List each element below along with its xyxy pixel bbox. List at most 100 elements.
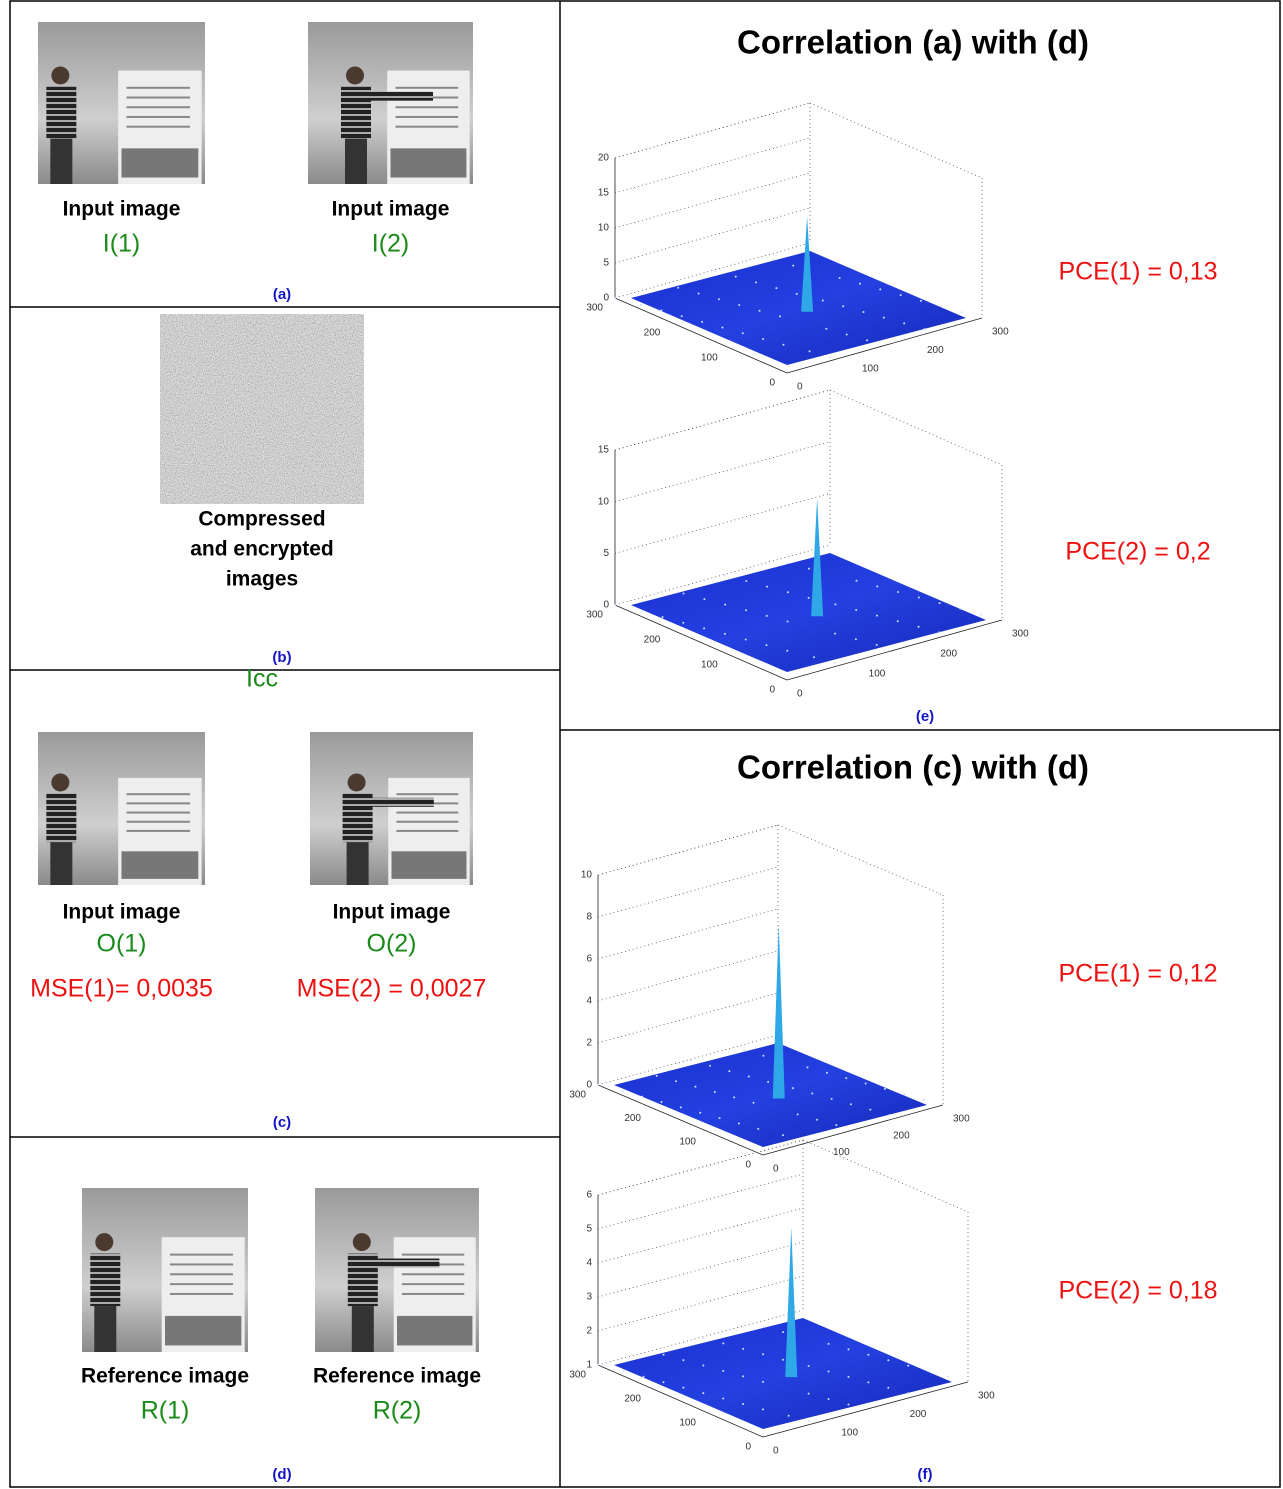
- y-tick-label: 0: [745, 1442, 751, 1453]
- surface-speck: [864, 1082, 867, 1085]
- poster-line: [169, 1283, 234, 1286]
- image-label: R(1): [141, 1397, 190, 1425]
- mse-label: MSE(1)= 0,0035: [30, 975, 213, 1003]
- surface-speck: [830, 1097, 833, 1100]
- axis-line: [786, 619, 1003, 681]
- legs: [50, 842, 73, 885]
- z-grid-line: [597, 1275, 804, 1332]
- surface-speck: [662, 1353, 665, 1356]
- z-tick-label: 3: [586, 1292, 592, 1303]
- mse-label: MSE(2) = 0,0027: [297, 975, 487, 1003]
- surface-speck: [896, 620, 899, 623]
- encrypted-image: [177, 330, 347, 488]
- surface-speck: [947, 1375, 950, 1378]
- panel-tag: (b): [272, 649, 291, 666]
- surface-speck: [703, 627, 706, 630]
- surface-speck: [701, 320, 704, 323]
- surface-speck: [765, 614, 768, 617]
- y-tick-label: 300: [569, 1090, 586, 1101]
- surface-speck: [775, 287, 778, 290]
- x-tick-label: 100: [869, 669, 886, 680]
- surface-speck: [835, 1124, 838, 1127]
- surface-speck: [660, 1100, 663, 1103]
- plot-title: Correlation (a) with (d): [737, 24, 1089, 61]
- legs: [351, 1306, 374, 1352]
- surface-speck: [679, 1106, 682, 1109]
- surface-speck: [827, 1342, 830, 1345]
- surface-speck: [703, 598, 706, 601]
- surface-speck: [709, 1064, 712, 1067]
- surface-speck: [713, 1090, 716, 1093]
- z-tick-label: 10: [581, 870, 593, 881]
- surface-speck: [762, 1380, 765, 1383]
- surface-speck: [767, 1080, 770, 1083]
- image-label: I(1): [103, 230, 141, 258]
- surface-speck: [734, 275, 737, 278]
- surface-speck: [766, 585, 769, 588]
- surface-speck: [847, 1375, 850, 1378]
- poster-line: [169, 1273, 234, 1276]
- x-tick-label: 100: [862, 363, 879, 374]
- surface-speck: [867, 1381, 870, 1384]
- surface-speck: [742, 1402, 745, 1405]
- surface-speck: [888, 1114, 891, 1117]
- surface-speck: [782, 1134, 785, 1137]
- x-tick-label: 300: [992, 327, 1009, 338]
- torso: [342, 793, 373, 843]
- image-caption: Compressed: [198, 508, 325, 531]
- surface-speck: [675, 1080, 678, 1083]
- z-tick-label: 15: [598, 445, 610, 456]
- x-tick-label: 200: [910, 1409, 927, 1420]
- poster-line: [169, 1292, 234, 1295]
- surface-speck: [907, 1392, 910, 1395]
- y-tick-label: 0: [769, 378, 775, 389]
- legs: [345, 138, 367, 184]
- surface-speck: [807, 1420, 810, 1423]
- surface-speck: [642, 1375, 645, 1378]
- surface-speck: [923, 328, 926, 331]
- surface: [614, 1318, 952, 1429]
- surface-speck: [786, 591, 789, 594]
- surface-speck: [782, 343, 785, 346]
- surface-speck: [854, 638, 857, 641]
- surface-speck: [807, 596, 810, 599]
- surface-speck: [875, 643, 878, 646]
- surface-speck: [742, 1347, 745, 1350]
- surface-speck: [742, 1375, 745, 1378]
- poster-line: [126, 106, 190, 109]
- surface-speck: [959, 607, 962, 610]
- torso: [46, 793, 77, 843]
- surface-speck: [806, 1066, 809, 1069]
- surface-speck: [699, 1111, 702, 1114]
- surface-speck: [847, 1348, 850, 1351]
- surface-speck: [689, 1059, 692, 1062]
- image-caption: Input image: [333, 901, 451, 924]
- photo: [38, 732, 205, 885]
- pce-label: PCE(2) = 0,2: [1065, 538, 1210, 566]
- surface-speck: [907, 1364, 910, 1367]
- poster-line: [126, 802, 190, 805]
- z-grid-line: [614, 207, 811, 264]
- surface-speck: [828, 356, 831, 359]
- y-tick-label: 300: [586, 610, 603, 621]
- surface-speck: [899, 294, 902, 297]
- surface-speck: [811, 1092, 814, 1095]
- z-tick-label: 15: [598, 188, 610, 199]
- z-grid-line: [597, 1241, 804, 1298]
- z-grid-line: [614, 441, 831, 503]
- z-tick-label: 5: [603, 258, 609, 269]
- image-label: Icc: [246, 665, 278, 693]
- poster-line: [395, 86, 459, 89]
- surface-speck: [980, 613, 983, 616]
- y-tick-label: 0: [769, 685, 775, 696]
- poster-line: [169, 1263, 234, 1266]
- axis-line: [597, 1364, 764, 1438]
- surface-speck: [702, 1364, 705, 1367]
- z-grid-line: [597, 1139, 804, 1196]
- poster-line: [401, 1273, 465, 1276]
- x-tick-label: 300: [1012, 629, 1029, 640]
- image-label: O(2): [367, 930, 417, 958]
- image-label: O(1): [97, 930, 147, 958]
- surface-speck: [922, 1098, 925, 1101]
- torso: [46, 86, 77, 139]
